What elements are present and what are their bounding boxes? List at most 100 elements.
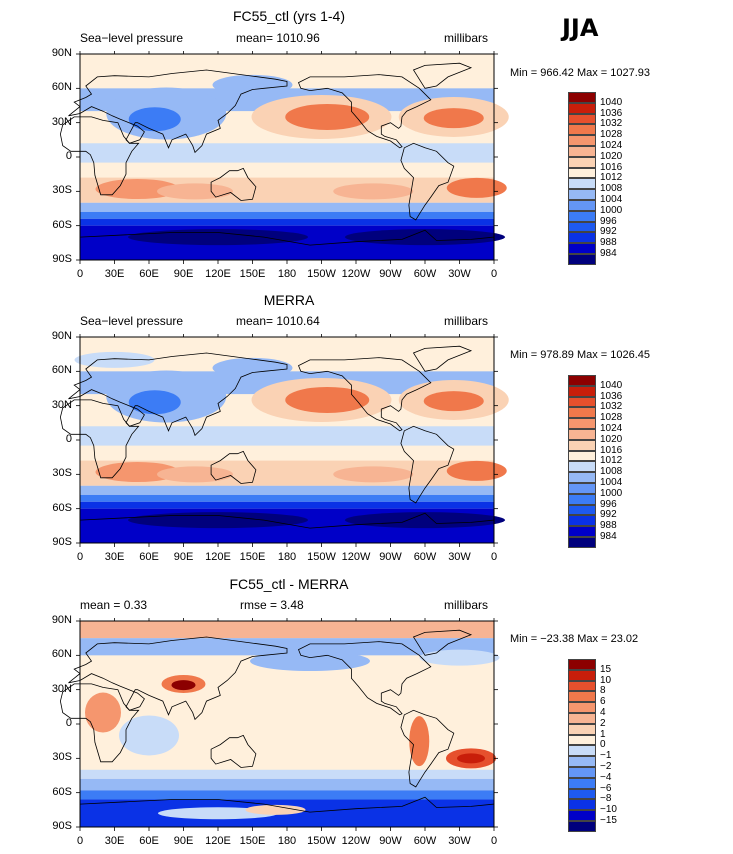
lat-tick-label: 60N xyxy=(51,648,72,661)
lon-tick-label: 60E xyxy=(139,551,159,563)
negative-anomaly xyxy=(119,715,179,756)
lon-tick-label: 120E xyxy=(205,268,231,280)
legend-swatch xyxy=(568,210,596,222)
high-pressure-cell xyxy=(285,386,370,413)
legend-swatch xyxy=(568,526,596,537)
legend-swatch xyxy=(568,734,596,746)
high-pressure-cell xyxy=(446,460,507,481)
legend-swatch xyxy=(568,767,596,778)
lon-tick-label: 120W xyxy=(341,835,371,847)
legend-label: 1016 xyxy=(600,161,623,173)
high-pressure-cell xyxy=(157,466,233,483)
legend-swatch xyxy=(568,483,596,494)
lon-tick-label: 150E xyxy=(239,835,266,847)
lon-tick-label: 60E xyxy=(139,835,159,847)
lon-tick-label: 180 xyxy=(277,268,297,280)
legend-label: 1004 xyxy=(600,477,623,488)
high-pressure-cell xyxy=(95,179,180,200)
low-pressure-cell xyxy=(128,107,181,132)
lat-tick-label: 0 xyxy=(65,433,72,445)
legend-swatch xyxy=(568,167,596,179)
high-pressure-cell xyxy=(333,466,414,483)
legend-label: 1032 xyxy=(600,401,623,413)
legend-label: 996 xyxy=(600,215,617,227)
legend-label: 1020 xyxy=(600,150,623,162)
legend-swatch xyxy=(568,821,596,832)
legend-swatch xyxy=(568,493,596,505)
lon-tick-label: 120E xyxy=(205,551,231,563)
southern-band xyxy=(80,494,494,502)
legend-label: 1024 xyxy=(600,423,623,434)
legend-label: −6 xyxy=(600,782,612,794)
lon-tick-label: 30W xyxy=(448,268,471,280)
tick-marks xyxy=(76,334,498,547)
high-pressure-cell xyxy=(446,177,507,198)
mean-value: mean = 0.33 xyxy=(80,598,148,612)
lon-tick-label: 60E xyxy=(139,268,159,280)
legend-label: 984 xyxy=(600,531,617,542)
lon-tick-label: 150E xyxy=(239,268,266,280)
lat-tick-label: 30S xyxy=(52,184,72,197)
lon-tick-label: 0 xyxy=(490,835,498,847)
legend-label: 984 xyxy=(600,248,617,259)
mean-value: mean= 1010.96 xyxy=(236,31,320,45)
legend-swatch xyxy=(568,146,596,157)
tropic-band xyxy=(80,426,494,446)
lat-tick-label: 30S xyxy=(52,751,72,764)
legend-label: 4 xyxy=(600,707,606,718)
lon-tick-label: 150W xyxy=(307,835,336,847)
pressure-map xyxy=(59,334,509,547)
legend-label: 8 xyxy=(600,685,606,697)
field-name: Sea−level pressure xyxy=(80,314,184,328)
southern-band xyxy=(80,211,494,219)
legend-swatch xyxy=(568,200,596,211)
low-pressure-cell xyxy=(345,512,505,529)
legend-label: 1028 xyxy=(600,412,623,424)
lat-tick-label: 90S xyxy=(52,536,72,548)
min-max-text: Min = 978.89 Max = 1026.45 xyxy=(510,349,651,361)
field-name: Sea−level pressure xyxy=(80,31,184,45)
lat-tick-label: 60N xyxy=(51,81,72,94)
lat-tick-label: 60S xyxy=(52,218,72,231)
lon-tick-label: 120W xyxy=(341,551,371,563)
units-label: millibars xyxy=(444,314,489,328)
min-max-text: Min = 966.42 Max = 1027.93 xyxy=(510,67,651,79)
lon-tick-label: 60W xyxy=(413,268,437,280)
legend-swatch xyxy=(568,537,596,548)
legend-swatch xyxy=(568,504,596,516)
lat-tick-label: 60N xyxy=(51,364,72,377)
lon-tick-label: 60W xyxy=(413,835,437,847)
lat-tick-label: 90N xyxy=(51,47,72,59)
legend-swatch xyxy=(568,756,596,767)
lat-tick-label: 60S xyxy=(52,785,72,798)
rmse-value: rmse = 3.48 xyxy=(240,598,304,612)
legend-label: 1012 xyxy=(600,455,623,467)
tick-marks xyxy=(76,618,498,831)
lon-tick-label: 120E xyxy=(205,835,231,847)
legend-label: 1040 xyxy=(600,379,623,391)
lon-tick-label: 180 xyxy=(277,551,297,563)
legend-swatch xyxy=(568,680,596,692)
legend-label: 992 xyxy=(600,226,617,238)
legend-label: 1004 xyxy=(600,194,623,205)
legend-swatch xyxy=(568,461,596,473)
legend-label: 0 xyxy=(600,739,606,751)
legend-swatch xyxy=(568,723,596,735)
legend-swatch xyxy=(568,385,596,397)
legend-label: −10 xyxy=(600,804,617,816)
tropic-band xyxy=(80,162,494,178)
lon-tick-label: 0 xyxy=(76,268,84,280)
positive-anomaly xyxy=(171,680,196,691)
lat-tick-label: 90N xyxy=(51,614,72,626)
legend-swatch xyxy=(568,418,596,429)
legend-swatch xyxy=(568,777,596,789)
high-pressure-cell xyxy=(333,183,414,200)
legend-label: 2 xyxy=(600,717,606,729)
high-pressure-cell xyxy=(285,103,370,130)
southern-band xyxy=(80,485,494,495)
lon-tick-label: 90E xyxy=(173,551,194,563)
tick-marks xyxy=(76,51,498,264)
low-pressure-cell xyxy=(128,390,181,415)
legend-swatch xyxy=(568,92,596,103)
panel-title: MERRA xyxy=(263,292,315,308)
